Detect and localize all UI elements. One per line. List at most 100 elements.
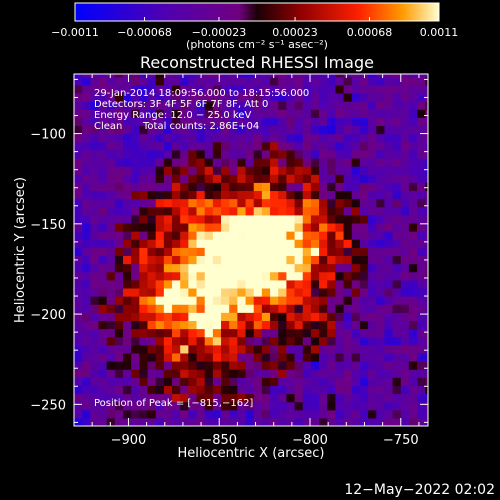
heatmap-cell [131, 190, 140, 200]
heatmap-cell [359, 117, 369, 127]
heatmap-cell [400, 279, 410, 289]
heatmap-cell [180, 214, 189, 224]
heatmap-cell [98, 377, 108, 386]
heatmap-cell [90, 385, 100, 395]
heatmap-cell [180, 344, 189, 354]
heatmap-cell [123, 263, 132, 273]
heatmap-cell [335, 263, 345, 273]
heatmap-cell [139, 74, 149, 78]
heatmap-cell [392, 182, 402, 192]
heatmap-cell [196, 206, 206, 216]
heatmap-cell [106, 214, 116, 224]
heatmap-cell [408, 206, 418, 216]
heatmap-cell [294, 198, 304, 208]
heatmap-cell [294, 101, 304, 110]
heatmap-cell [74, 166, 83, 175]
heatmap-cell [196, 125, 206, 135]
heatmap-cell [98, 182, 108, 192]
heatmap-cell [123, 296, 132, 305]
heatmap-cell [188, 117, 198, 127]
heatmap-cell [245, 84, 255, 94]
heatmap-cell [359, 263, 369, 273]
heatmap-cell [204, 149, 214, 159]
heatmap-cell [229, 214, 238, 224]
heatmap-cell [335, 174, 345, 183]
heatmap-cell [417, 157, 426, 167]
heatmap-cell [294, 361, 304, 370]
heatmap-cell [302, 74, 312, 78]
colorbar-tick-label: −0.00068 [117, 26, 172, 39]
heatmap-cell [114, 109, 124, 118]
heatmap-cell [253, 255, 263, 265]
heatmap-cell [139, 174, 149, 183]
heatmap-cell [221, 198, 230, 208]
colorbar-ticks [74, 17, 440, 21]
heatmap-cell [180, 296, 189, 305]
heatmap-cell [237, 255, 247, 265]
heatmap-cell [278, 369, 287, 378]
heatmap-cell [310, 304, 320, 313]
heatmap-cell [245, 409, 255, 419]
heatmap-cell [417, 141, 426, 151]
heatmap-cell [188, 84, 198, 94]
heatmap-cell [196, 361, 206, 370]
heatmap-cell [335, 344, 345, 354]
heatmap-cell [351, 369, 361, 378]
heatmap-cell [261, 336, 271, 346]
heatmap-cell [376, 385, 386, 395]
heatmap-cell [359, 369, 369, 378]
heatmap-cell [147, 385, 157, 395]
heatmap-cell [384, 166, 394, 175]
heatmap-cell [180, 222, 189, 232]
heatmap-cell [376, 74, 386, 78]
heatmap-cell [335, 304, 345, 313]
heatmap-cell [310, 385, 320, 395]
heatmap-cell [106, 84, 116, 94]
heatmap-cell [368, 166, 377, 175]
heatmap-cell [172, 166, 181, 175]
heatmap-cell [310, 296, 320, 305]
heatmap-cell [327, 141, 337, 151]
heatmap-cell [172, 74, 181, 78]
heatmap-cell [229, 76, 238, 86]
heatmap-cell [98, 76, 108, 86]
heatmap-cell [196, 255, 206, 265]
heatmap-cell [310, 92, 320, 102]
heatmap-cell [384, 231, 394, 240]
heatmap-cell [74, 174, 83, 183]
heatmap-cell [319, 141, 328, 151]
heatmap-cell [253, 409, 263, 419]
heatmap-cell [196, 222, 206, 232]
heatmap-cell [188, 198, 198, 208]
heatmap-cell [278, 417, 287, 426]
heatmap-cell [139, 117, 149, 127]
heatmap-cell [106, 279, 116, 289]
heatmap-cell [286, 141, 296, 151]
heatmap-cell [82, 206, 91, 216]
heatmap-cell [188, 385, 198, 395]
heatmap-cell [131, 352, 140, 362]
heatmap-cell [417, 166, 426, 175]
heatmap-cell [155, 361, 165, 370]
heatmap-cell [204, 214, 214, 224]
heatmap-cell [155, 344, 165, 354]
heatmap-cell [147, 255, 157, 265]
heatmap-cell [188, 157, 198, 167]
heatmap-cell [351, 190, 361, 200]
heatmap-cell [188, 206, 198, 216]
heatmap-cell [212, 84, 222, 94]
heatmap-cell [384, 109, 394, 118]
heatmap-cell [74, 206, 83, 216]
heatmap-cell [212, 393, 222, 403]
heatmap-cell [172, 190, 181, 200]
heatmap-cell [253, 271, 263, 281]
heatmap-cell [155, 263, 165, 273]
heatmap-cell [384, 320, 394, 330]
heatmap-cell [147, 157, 157, 167]
heatmap-cell [359, 76, 369, 86]
heatmap-cell [261, 117, 271, 127]
heatmap-cell [327, 174, 337, 183]
heatmap-cell [359, 101, 369, 110]
heatmap-cell [343, 369, 353, 378]
heatmap-cell [131, 198, 140, 208]
